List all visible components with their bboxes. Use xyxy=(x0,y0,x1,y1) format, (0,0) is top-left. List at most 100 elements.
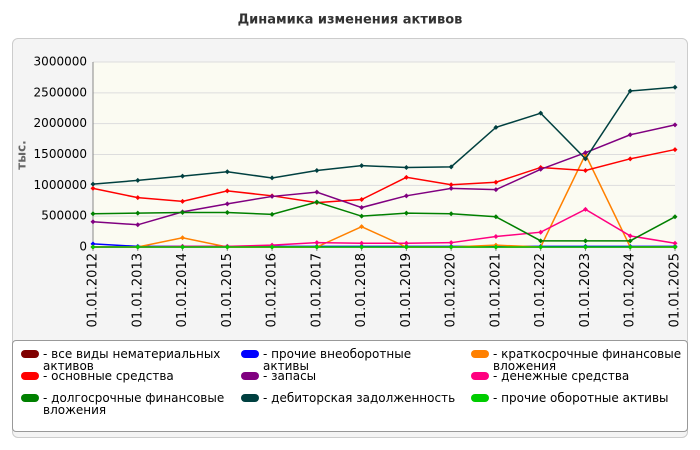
legend-item: - краткосрочные финансовые вложения xyxy=(471,348,686,372)
legend-item: - прочие оборотные активы xyxy=(471,392,686,404)
data-point xyxy=(582,150,588,156)
x-tick-label: 01.01.2017 xyxy=(309,253,324,327)
data-point xyxy=(90,219,96,225)
x-tick-label: 01.01.2012 xyxy=(86,253,101,327)
legend-label: - денежные средства xyxy=(493,369,630,383)
legend-swatch xyxy=(21,372,39,380)
data-point xyxy=(493,214,499,220)
legend-item: - долгосрочные финансовые вложения xyxy=(21,392,236,416)
chart-title: Динамика изменения активов xyxy=(238,13,463,28)
legend-label: - основные средства xyxy=(43,369,174,383)
y-tick-label: 2000000 xyxy=(34,116,87,130)
data-point xyxy=(314,168,320,174)
data-point xyxy=(359,213,365,219)
x-tick-label: 01.01.2016 xyxy=(265,253,280,327)
data-point xyxy=(672,147,678,153)
data-point xyxy=(180,198,186,204)
x-tick-label: 01.01.2020 xyxy=(444,253,459,327)
y-tick-label: 1500000 xyxy=(34,147,87,161)
data-point xyxy=(448,182,454,188)
x-tick-label: 01.01.2024 xyxy=(623,253,638,327)
series-line xyxy=(92,148,676,204)
data-point xyxy=(180,173,186,179)
data-point xyxy=(90,185,96,191)
data-point xyxy=(314,199,320,205)
data-point xyxy=(538,229,544,235)
data-point xyxy=(448,244,454,250)
data-point xyxy=(269,175,275,181)
legend-item: - запасы xyxy=(241,370,456,382)
data-point xyxy=(627,132,633,138)
data-point xyxy=(180,244,186,250)
x-tick-label: 01.01.2014 xyxy=(175,253,190,327)
data-point xyxy=(269,244,275,250)
legend-label: - дебиторская задолженность xyxy=(263,391,456,405)
data-point xyxy=(448,185,454,191)
legend-label: - запасы xyxy=(263,369,317,383)
legend-label: - краткосрочные финансовые вложения xyxy=(493,347,682,373)
series-line xyxy=(92,124,676,226)
y-tick-label: 0 xyxy=(79,240,87,254)
legend-swatch xyxy=(241,394,259,402)
y-tick-label: 500000 xyxy=(41,209,87,223)
legend-swatch xyxy=(21,394,39,402)
x-tick-label: 01.01.2013 xyxy=(130,253,145,327)
legend: - все виды нематериальных активов - прочи… xyxy=(12,340,688,432)
legend-label: - долгосрочные финансовые вложения xyxy=(43,391,225,417)
legend-swatch xyxy=(21,350,39,358)
data-point xyxy=(314,244,320,250)
data-point xyxy=(582,206,588,212)
data-point xyxy=(672,214,678,220)
data-point xyxy=(538,166,544,172)
data-point xyxy=(582,244,588,250)
data-point xyxy=(359,240,365,246)
data-point xyxy=(627,156,633,162)
legend-swatch xyxy=(471,394,489,402)
data-point xyxy=(582,156,588,162)
x-tick-label: 01.01.2022 xyxy=(533,253,548,327)
data-point xyxy=(493,244,499,250)
data-point xyxy=(538,238,544,244)
data-point xyxy=(672,244,678,250)
data-point xyxy=(359,244,365,250)
data-point xyxy=(90,241,96,247)
data-point xyxy=(224,169,230,175)
data-point xyxy=(403,174,409,180)
data-point xyxy=(582,168,588,174)
data-point xyxy=(448,240,454,246)
data-point xyxy=(135,244,141,250)
data-point xyxy=(135,210,141,216)
data-point xyxy=(448,164,454,170)
data-point xyxy=(224,201,230,207)
data-point xyxy=(582,238,588,244)
data-point xyxy=(224,209,230,215)
data-point xyxy=(180,209,186,215)
legend-swatch xyxy=(241,350,259,358)
data-point xyxy=(359,205,365,211)
data-point xyxy=(538,244,544,250)
y-tick-label: 2500000 xyxy=(34,85,87,99)
x-tick-label: 01.01.2019 xyxy=(399,253,414,327)
data-point xyxy=(359,197,365,203)
legend-item: - все виды нематериальных активов xyxy=(21,348,236,372)
legend-swatch xyxy=(471,372,489,380)
data-point xyxy=(359,224,365,230)
x-tick-label: 01.01.2018 xyxy=(354,253,369,327)
data-point xyxy=(269,211,275,217)
data-point xyxy=(180,235,186,241)
data-point xyxy=(672,84,678,90)
data-point xyxy=(90,181,96,187)
data-point xyxy=(627,244,633,250)
x-tick-label: 01.01.2023 xyxy=(578,253,593,327)
legend-swatch xyxy=(241,372,259,380)
data-point xyxy=(224,244,230,250)
data-point xyxy=(493,234,499,240)
data-point xyxy=(493,179,499,185)
data-point xyxy=(135,177,141,183)
x-tick-label: 01.01.2025 xyxy=(668,253,683,327)
chart: Динамика изменения активов тыс. 0 500000 1… xyxy=(15,13,683,328)
data-point xyxy=(627,233,633,239)
data-point xyxy=(135,222,141,228)
data-point xyxy=(403,193,409,199)
